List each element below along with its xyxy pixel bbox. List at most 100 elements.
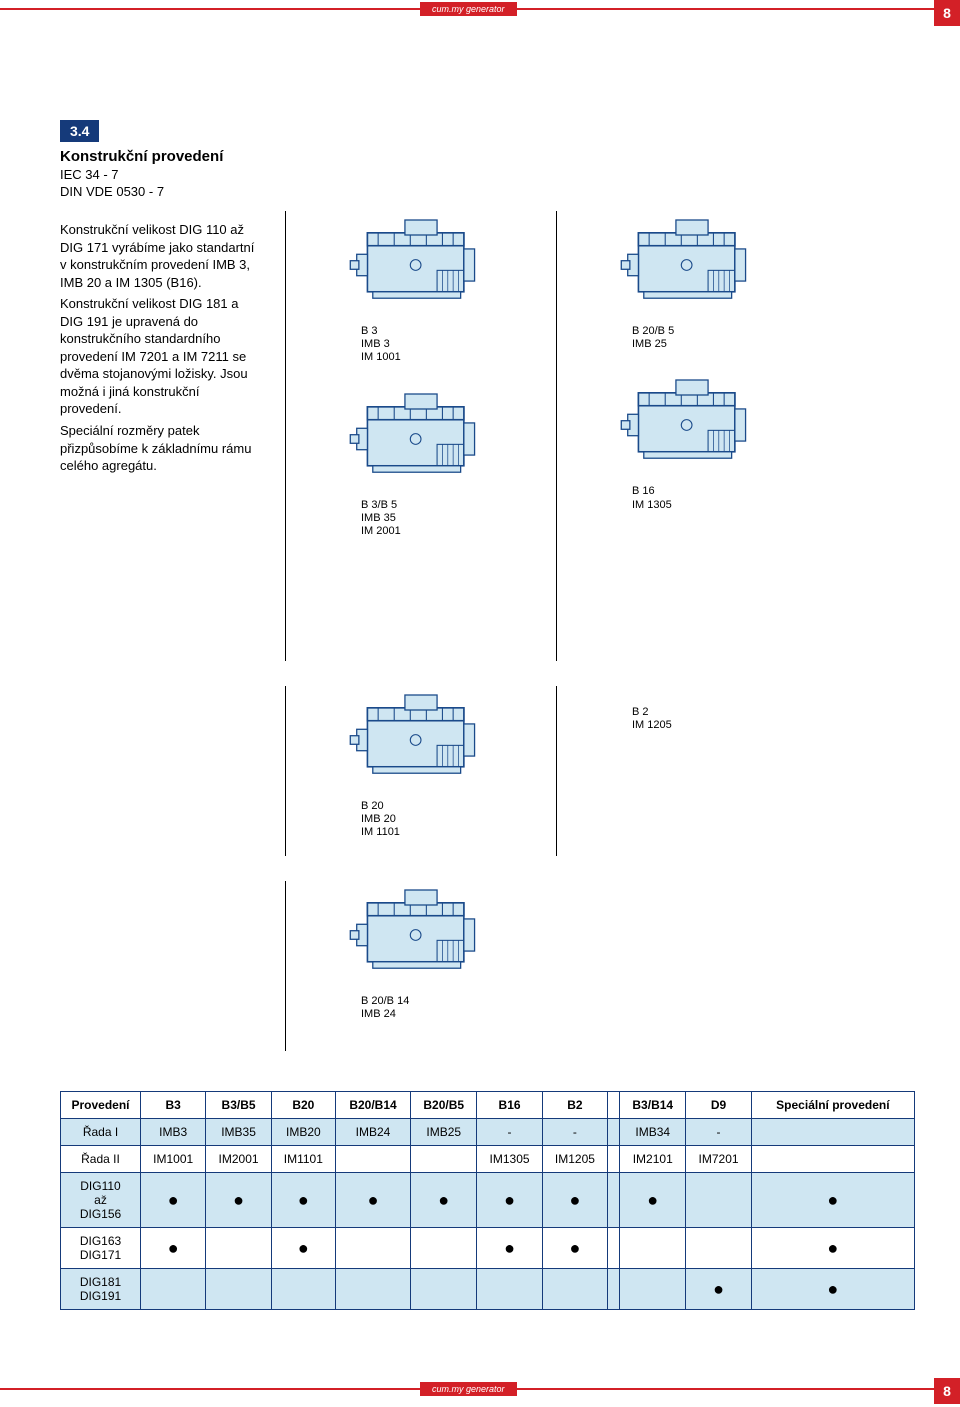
table-cell: IM1001 bbox=[141, 1146, 206, 1173]
table-row: DIG163DIG171●●●●● bbox=[61, 1228, 915, 1269]
table-cell: ● bbox=[542, 1228, 607, 1269]
motor-block-3: B 3/B 5 IMB 35 IM 2001 bbox=[311, 385, 531, 539]
mid-row: B 20 IMB 20 IM 1101 B 2 IM 1205 bbox=[60, 686, 915, 856]
table-cell: ● bbox=[620, 1173, 686, 1228]
motor-icon bbox=[346, 211, 496, 319]
motor-icon bbox=[346, 686, 496, 794]
motor-block-4: B 16 IM 1305 bbox=[582, 371, 802, 511]
motor-label-line: IMB 3 bbox=[361, 338, 481, 351]
table-cell bbox=[206, 1269, 271, 1310]
configuration-table: ProvedeníB3B3/B5B20B20/B14B20/B5B16B2B3/… bbox=[60, 1091, 915, 1310]
motor-label-line: IMB 24 bbox=[361, 1008, 481, 1021]
table-cell: ● bbox=[542, 1173, 607, 1228]
motor-label-4: B 16 IM 1305 bbox=[632, 485, 752, 511]
table-cell: ● bbox=[335, 1173, 410, 1228]
table-cell: IMB24 bbox=[335, 1119, 410, 1146]
motor-label-line: IM 2001 bbox=[361, 525, 481, 538]
table-header-cell: B3/B14 bbox=[620, 1092, 686, 1119]
table-cell bbox=[411, 1146, 477, 1173]
table-cell bbox=[608, 1146, 620, 1173]
table-cell bbox=[608, 1269, 620, 1310]
table-header-cell: B3 bbox=[141, 1092, 206, 1119]
table-cell: Řada I bbox=[61, 1119, 141, 1146]
table-cell bbox=[686, 1173, 751, 1228]
table-cell: DIG110ažDIG156 bbox=[61, 1173, 141, 1228]
motor-label-line: IM 1001 bbox=[361, 351, 481, 364]
motor-label-line: IM 1101 bbox=[361, 826, 481, 839]
table-cell bbox=[620, 1269, 686, 1310]
table-cell: ● bbox=[271, 1173, 335, 1228]
table-cell: IM2101 bbox=[620, 1146, 686, 1173]
table-cell bbox=[608, 1173, 620, 1228]
table-cell: IM1101 bbox=[271, 1146, 335, 1173]
table-cell: IMB20 bbox=[271, 1119, 335, 1146]
table-cell: ● bbox=[271, 1228, 335, 1269]
table-header-cell: D9 bbox=[686, 1092, 751, 1119]
motor-col-right: B 20/B 5 IMB 25 B 16 IM 1305 bbox=[582, 211, 802, 512]
paragraph-1: Konstrukční velikost DIG 110 až DIG 171 … bbox=[60, 221, 260, 291]
motor-label-line: B 20/B 5 bbox=[632, 325, 752, 338]
table-header-row: ProvedeníB3B3/B5B20B20/B14B20/B5B16B2B3/… bbox=[61, 1092, 915, 1119]
table-header-cell: Provedení bbox=[61, 1092, 141, 1119]
table-cell: IMB25 bbox=[411, 1119, 477, 1146]
table-row: Řada IIMB3IMB35IMB20IMB24IMB25--IMB34- bbox=[61, 1119, 915, 1146]
table-cell: IM2001 bbox=[206, 1146, 271, 1173]
table-cell: ● bbox=[477, 1228, 542, 1269]
table-cell: ● bbox=[477, 1173, 542, 1228]
motor-icon bbox=[617, 211, 767, 319]
vline-2 bbox=[556, 211, 557, 661]
table-cell: - bbox=[477, 1119, 542, 1146]
motor-label-line: IMB 20 bbox=[361, 813, 481, 826]
table-row: DIG110ažDIG156●●●●●●●●● bbox=[61, 1173, 915, 1228]
table-cell: DIG181DIG191 bbox=[61, 1269, 141, 1310]
upper-grid: Konstrukční velikost DIG 110 až DIG 171 … bbox=[60, 211, 915, 661]
table-cell bbox=[141, 1269, 206, 1310]
motor-block-2: B 20/B 5 IMB 25 bbox=[582, 211, 802, 351]
table-cell: ● bbox=[686, 1269, 751, 1310]
motor-label-5: B 20 IMB 20 IM 1101 bbox=[361, 800, 481, 840]
section-number-tag: 3.4 bbox=[60, 120, 99, 142]
motor-label-line: IMB 25 bbox=[632, 338, 752, 351]
table-cell bbox=[751, 1119, 914, 1146]
motor-label-3: B 3/B 5 IMB 35 IM 2001 bbox=[361, 499, 481, 539]
motor-label-line: B 2 bbox=[632, 706, 752, 719]
table-cell: IMB3 bbox=[141, 1119, 206, 1146]
paragraph-2: Konstrukční velikost DIG 181 a DIG 191 j… bbox=[60, 295, 260, 418]
table-cell: ● bbox=[411, 1173, 477, 1228]
table-cell bbox=[686, 1228, 751, 1269]
table-header-cell: B2 bbox=[542, 1092, 607, 1119]
paragraph-3: Speciální rozměry patek přizpůsobíme k z… bbox=[60, 422, 260, 475]
vline-4 bbox=[556, 686, 557, 856]
table-header-cell: B20/B5 bbox=[411, 1092, 477, 1119]
motor-icon bbox=[346, 385, 496, 493]
table-cell bbox=[411, 1228, 477, 1269]
motor-label-1: B 3 IMB 3 IM 1001 bbox=[361, 325, 481, 365]
motor-block-7: B 20/B 14 IMB 24 bbox=[311, 881, 531, 1051]
table-cell bbox=[477, 1269, 542, 1310]
table-cell: IM1305 bbox=[477, 1146, 542, 1173]
vline-1 bbox=[285, 211, 286, 661]
table-cell bbox=[411, 1269, 477, 1310]
table-body: Řada IIMB3IMB35IMB20IMB24IMB25--IMB34-Řa… bbox=[61, 1119, 915, 1310]
table-header-cell: B20/B14 bbox=[335, 1092, 410, 1119]
table-cell bbox=[335, 1146, 410, 1173]
vline-5 bbox=[285, 881, 286, 1051]
motor-label-line: B 20 bbox=[361, 800, 481, 813]
table-cell: - bbox=[542, 1119, 607, 1146]
motor-icon bbox=[346, 881, 496, 989]
table-cell: ● bbox=[751, 1173, 914, 1228]
table-cell: ● bbox=[206, 1173, 271, 1228]
bottom-row: B 20/B 14 IMB 24 bbox=[60, 881, 915, 1051]
motor-label-7: B 20/B 14 IMB 24 bbox=[361, 995, 481, 1021]
table-cell bbox=[620, 1228, 686, 1269]
motor-label-line: IMB 35 bbox=[361, 512, 481, 525]
table-row: Řada IIIM1001IM2001IM1101IM1305IM1205IM2… bbox=[61, 1146, 915, 1173]
motor-label-line: B 16 bbox=[632, 485, 752, 498]
motor-col-left: B 3 IMB 3 IM 1001 B 3/B 5 IMB 35 IM 2001 bbox=[311, 211, 531, 538]
table-cell: Řada II bbox=[61, 1146, 141, 1173]
motor-label-6: B 2 IM 1205 bbox=[632, 706, 752, 732]
table-cell: IMB34 bbox=[620, 1119, 686, 1146]
motor-icon bbox=[617, 371, 767, 479]
page-number-bottom: 8 bbox=[934, 1378, 960, 1404]
motor-label-2: B 20/B 5 IMB 25 bbox=[632, 325, 752, 351]
